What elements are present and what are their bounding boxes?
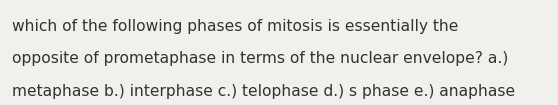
Text: which of the following phases of mitosis is essentially the: which of the following phases of mitosis… <box>12 19 459 34</box>
Text: metaphase b.) interphase c.) telophase d.) s phase e.) anaphase: metaphase b.) interphase c.) telophase d… <box>12 84 516 99</box>
Text: opposite of prometaphase in terms of the nuclear envelope? a.): opposite of prometaphase in terms of the… <box>12 51 508 66</box>
